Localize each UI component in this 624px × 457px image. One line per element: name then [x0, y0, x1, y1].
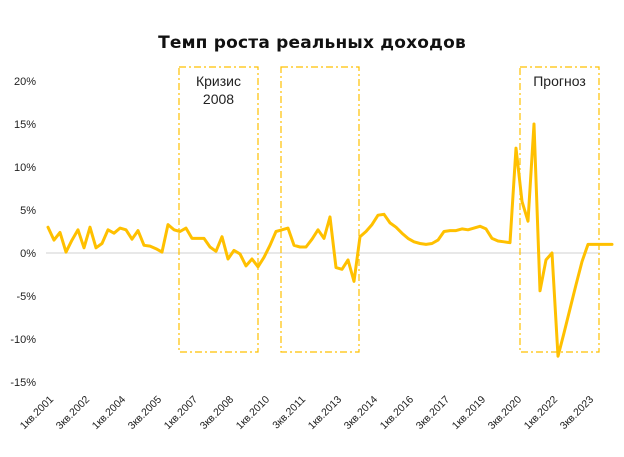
x-tick-label: 3кв.2005: [126, 394, 165, 433]
x-tick-label: 1кв.2016: [378, 394, 417, 433]
y-tick-label: -10%: [10, 334, 36, 346]
x-tick-label: 3кв.2008: [198, 394, 237, 433]
y-tick-label: 0%: [20, 248, 36, 260]
x-tick-label: 3кв.2002: [54, 394, 93, 433]
y-tick-label: 20%: [14, 76, 36, 88]
x-tick-label: 1кв.2001: [18, 394, 57, 433]
chart-title: Темп роста реальных доходов: [158, 33, 466, 53]
x-tick-label: 1кв.2004: [90, 394, 129, 433]
y-tick-label: 10%: [14, 162, 36, 174]
annotation-label: Кризис: [196, 73, 241, 89]
x-tick-label: 3кв.2017: [414, 394, 453, 433]
x-tick-label: 1кв.2013: [306, 394, 345, 433]
y-tick-label: -5%: [16, 291, 36, 303]
annotation-label: Прогноз: [533, 73, 586, 89]
x-tick-label: 3кв.2014: [342, 394, 381, 433]
annotation-box: [178, 66, 259, 353]
annotation-box: [280, 66, 360, 353]
x-tick-label: 1кв.2007: [162, 394, 201, 433]
x-tick-label: 1кв.2022: [522, 394, 561, 433]
y-tick-label: 15%: [14, 119, 36, 131]
x-tick-label: 1кв.2019: [450, 394, 489, 433]
annotation-label: 2008: [203, 91, 234, 107]
y-tick-label: 5%: [20, 205, 36, 217]
annotation-box: [519, 66, 600, 353]
income-growth-line: [46, 122, 614, 358]
x-tick-label: 3кв.2020: [486, 394, 525, 433]
x-tick-label: 3кв.2011: [270, 394, 308, 432]
x-tick-label: 3кв.2023: [558, 394, 597, 433]
x-tick-label: 1кв.2010: [234, 394, 273, 433]
y-tick-label: -15%: [10, 377, 36, 389]
